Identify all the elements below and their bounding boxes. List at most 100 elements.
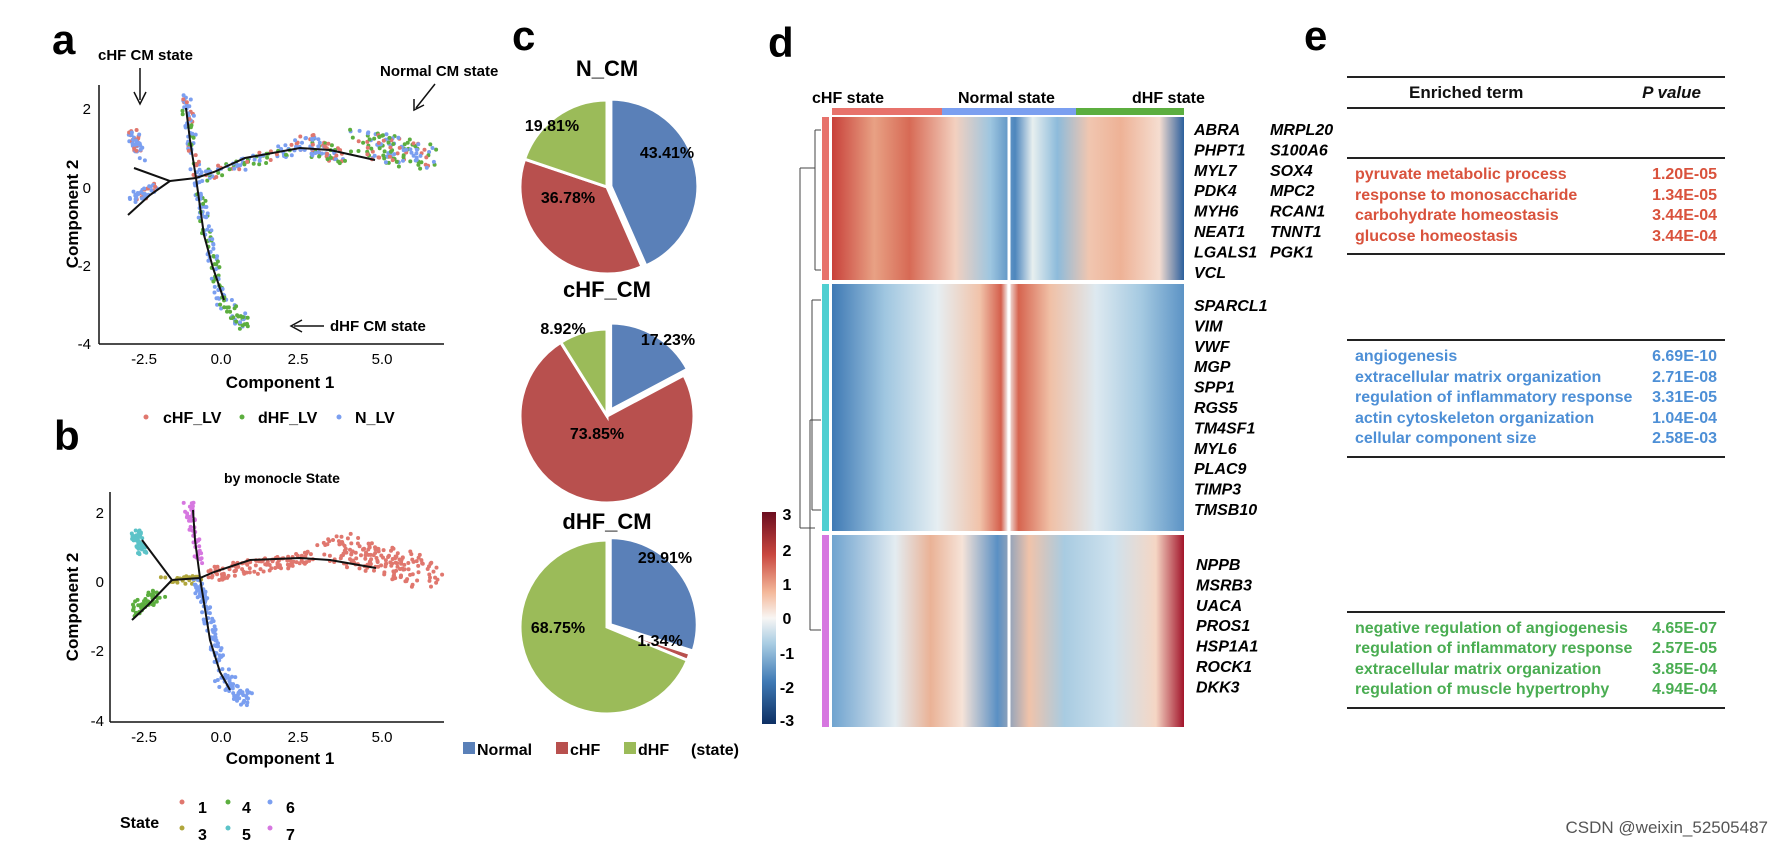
header-p-value: P value <box>1642 83 1701 103</box>
gene-label: PGK1 <box>1270 244 1314 261</box>
scatter-point <box>236 564 241 569</box>
scatter-point <box>279 147 284 151</box>
scatter-point <box>232 693 237 698</box>
scatter-point <box>286 566 291 571</box>
scatter-point <box>363 553 368 558</box>
pie-chart-dhfcm: 29.91% 1.34% 68.75% <box>518 536 699 716</box>
scatter-point <box>354 556 359 561</box>
scatter-point <box>184 515 189 520</box>
scatter-point <box>408 572 413 577</box>
scatter-point <box>133 610 138 615</box>
scatter-point <box>229 298 234 302</box>
scatter-point <box>203 198 208 203</box>
scatter-point <box>139 544 144 549</box>
scatter-point <box>317 140 322 145</box>
enrichment-table: Enriched term P value pyruvate metabolic… <box>1347 76 1725 709</box>
scatter-point <box>387 135 392 140</box>
scatter-point <box>217 265 222 270</box>
legend-label: 3 <box>198 827 207 844</box>
tick-label: 2 <box>83 101 91 118</box>
scatter-point <box>229 682 233 687</box>
gene-label: VWF <box>1194 339 1231 356</box>
scatter-point <box>138 530 143 535</box>
p-value: 4.94E-04 <box>1652 681 1717 698</box>
spacer <box>1347 255 1725 339</box>
scatter-point <box>264 161 269 165</box>
tick-label: -2.5 <box>131 351 157 368</box>
scatter-point <box>414 559 419 564</box>
scatter-point <box>331 538 335 542</box>
scatter-point <box>243 311 248 316</box>
scatter-point <box>131 189 136 194</box>
scatter-point <box>367 137 372 142</box>
scatter-point <box>189 123 194 128</box>
scatter-point <box>180 108 185 113</box>
scatter-point <box>326 537 331 542</box>
scatter-point <box>388 154 392 159</box>
scatter-point <box>348 127 353 132</box>
scatter-point <box>150 602 155 607</box>
scatter-point <box>289 153 294 158</box>
scatter-point <box>253 563 258 568</box>
scatter-point <box>381 153 386 158</box>
scatter-point <box>261 569 266 574</box>
scatter-point <box>434 580 439 585</box>
p-value: 6.69E-10 <box>1652 348 1717 365</box>
scatter-point <box>142 186 147 191</box>
scatter-point <box>373 551 378 555</box>
table-row: negative regulation of angiogenesis 4.65E… <box>1355 619 1717 640</box>
scatter-point <box>392 152 397 157</box>
scatter-point <box>415 578 420 583</box>
scatter-point <box>137 156 142 161</box>
tick-label: 2.5 <box>288 729 309 746</box>
scatter-point <box>381 555 385 560</box>
legend-label: Normal <box>477 742 532 759</box>
colorbar-tick: 1 <box>783 577 792 594</box>
scatter-point <box>414 157 419 162</box>
scatter-point <box>365 131 370 136</box>
scatter-point <box>405 140 410 145</box>
scatter-point <box>313 151 318 155</box>
scatter-point <box>244 570 249 575</box>
state-labels: cHF state Normal state dHF state <box>812 90 1205 107</box>
scatter-point <box>245 159 250 164</box>
panel-c: N_CM 43.41% 36.78% 19.81% cHF_CM 17.23% 73.… <box>463 56 739 759</box>
panel-label-e: e <box>1304 12 1327 59</box>
scatter-point <box>434 565 439 570</box>
scatter-point <box>359 553 363 558</box>
legend-label: 1 <box>198 800 207 817</box>
scatter-point <box>395 564 400 569</box>
scatter-point <box>213 267 218 272</box>
scatter-point <box>181 93 186 98</box>
enriched-term: angiogenesis <box>1355 348 1458 365</box>
scatter-point <box>252 157 257 162</box>
scatter-point <box>243 167 248 172</box>
scatter-point <box>396 135 401 140</box>
colorbar-tick: -3 <box>780 713 794 730</box>
colorbar-tick: 3 <box>783 507 792 524</box>
scatter-point <box>136 192 141 197</box>
scatter-point <box>304 136 308 140</box>
scatter-point <box>390 557 395 561</box>
scatter-point <box>231 560 236 565</box>
scatter-point <box>211 254 216 258</box>
scatter-point <box>374 556 379 560</box>
legend-b: State 1 4 6 3 5 7 <box>120 799 295 844</box>
scatter-point <box>361 547 365 552</box>
scatter-point <box>193 153 198 158</box>
pie-data-label: 36.78% <box>541 190 595 207</box>
p-value: 4.65E-07 <box>1652 619 1717 637</box>
scatter-point <box>240 567 245 572</box>
state-bar-normal <box>942 108 1076 115</box>
scatter-point <box>215 644 220 649</box>
scatter-point <box>323 144 327 149</box>
scatter-point <box>356 139 361 144</box>
legend-dot <box>179 825 185 831</box>
scatter-point <box>348 531 353 536</box>
y-ticks-a: 2 0 -2 -4 <box>78 101 91 353</box>
scatter-point <box>386 555 391 559</box>
legend-label: dHF <box>638 742 669 759</box>
scatter-point <box>206 224 211 229</box>
p-value: 1.20E-05 <box>1652 166 1717 183</box>
scatter-point <box>283 143 288 148</box>
